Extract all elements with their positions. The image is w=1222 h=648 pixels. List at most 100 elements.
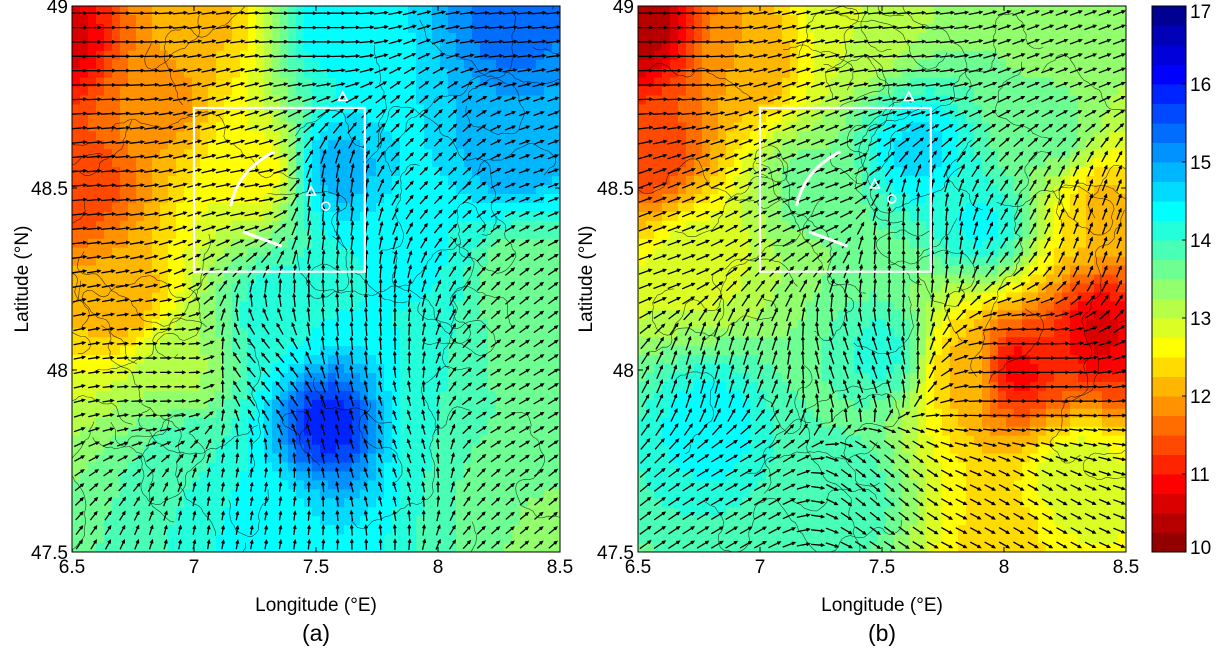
field-cell xyxy=(72,229,81,240)
field-cell xyxy=(496,426,505,437)
field-cell xyxy=(208,489,217,499)
field-cell xyxy=(512,86,521,97)
field-cell xyxy=(392,346,401,356)
field-cell xyxy=(136,140,145,150)
field-cell xyxy=(144,489,153,499)
field-cell xyxy=(136,534,145,544)
field-cell xyxy=(448,14,457,25)
wind-vector xyxy=(417,38,431,45)
field-cell xyxy=(488,167,497,177)
field-cell xyxy=(128,104,137,115)
wind-vector xyxy=(490,324,501,334)
field-cell xyxy=(544,77,553,88)
wind-vector xyxy=(215,197,231,203)
field-cell xyxy=(72,77,81,88)
field-cell xyxy=(88,417,97,428)
wind-vector xyxy=(462,209,472,219)
wind-vector xyxy=(388,38,403,45)
wind-vector xyxy=(187,67,203,73)
wind-vector xyxy=(190,439,199,449)
field-cell xyxy=(264,471,273,482)
field-cell xyxy=(512,167,521,177)
wind-vector xyxy=(407,538,412,550)
field-cell xyxy=(80,14,89,25)
wind-vector xyxy=(273,68,289,73)
field-cell xyxy=(456,140,465,150)
field-cell xyxy=(272,14,281,25)
field-cell xyxy=(400,328,409,338)
field-cell xyxy=(336,256,345,267)
wind-vector xyxy=(146,468,156,478)
field-cell xyxy=(416,471,425,482)
field-cell xyxy=(496,77,505,88)
wind-vector xyxy=(320,466,325,479)
field-cell xyxy=(368,310,377,320)
wind-vector xyxy=(490,295,501,305)
field-cell xyxy=(368,229,377,240)
wind-vector xyxy=(504,168,516,174)
wind-vector xyxy=(320,306,325,322)
wind-vector xyxy=(490,168,502,175)
wind-vector xyxy=(490,354,502,362)
field-cell xyxy=(416,498,425,508)
field-cell xyxy=(192,220,201,231)
field-cell xyxy=(392,507,401,517)
field-cell xyxy=(80,453,89,464)
field-cell xyxy=(272,301,281,312)
field-cell xyxy=(376,41,385,52)
field-cell xyxy=(424,319,433,329)
field-cell xyxy=(296,274,305,285)
panel-a-color-field xyxy=(72,6,560,552)
wind-vector xyxy=(405,222,413,235)
field-cell xyxy=(528,372,537,383)
terrain-contour xyxy=(295,243,462,297)
wind-vector xyxy=(335,538,340,550)
field-cell xyxy=(432,238,441,249)
field-cell xyxy=(464,319,473,329)
field-cell xyxy=(552,426,560,437)
field-cell xyxy=(400,507,409,517)
field-cell xyxy=(216,158,225,168)
wind-vector xyxy=(350,249,355,265)
field-cell xyxy=(440,372,449,383)
field-cell xyxy=(536,41,545,52)
field-cell xyxy=(144,417,153,428)
field-cell xyxy=(320,95,329,106)
field-cell xyxy=(176,471,185,482)
field-cell xyxy=(384,158,393,168)
wind-vector xyxy=(220,394,225,407)
field-cell xyxy=(136,68,145,79)
wind-vector xyxy=(363,509,368,522)
field-cell xyxy=(504,185,513,195)
field-cell xyxy=(432,453,441,464)
field-cell xyxy=(304,23,313,34)
field-cell xyxy=(360,301,369,312)
field-cell xyxy=(96,256,105,267)
field-cell xyxy=(472,435,481,446)
wind-vector xyxy=(459,24,475,30)
field-cell xyxy=(368,131,377,141)
field-cell xyxy=(448,50,457,61)
wind-vector xyxy=(86,140,102,145)
wind-vector xyxy=(101,297,116,303)
field-cell xyxy=(128,543,137,552)
field-cell xyxy=(424,220,433,231)
field-cell xyxy=(112,364,121,374)
field-cell xyxy=(336,68,345,79)
wind-vector xyxy=(378,235,384,250)
wind-vector xyxy=(235,467,240,478)
wind-vector xyxy=(392,321,397,336)
field-cell xyxy=(408,32,417,43)
field-cell xyxy=(456,104,465,115)
field-cell xyxy=(464,543,473,552)
field-cell xyxy=(184,50,193,61)
field-cell xyxy=(504,41,513,52)
terrain-contour xyxy=(453,143,557,200)
wind-vector xyxy=(159,268,173,275)
field-cell xyxy=(248,6,257,16)
field-cell xyxy=(384,256,393,267)
field-cell xyxy=(336,122,345,133)
field-cell xyxy=(200,238,209,249)
field-cell xyxy=(432,32,441,43)
wind-vector xyxy=(344,11,361,16)
